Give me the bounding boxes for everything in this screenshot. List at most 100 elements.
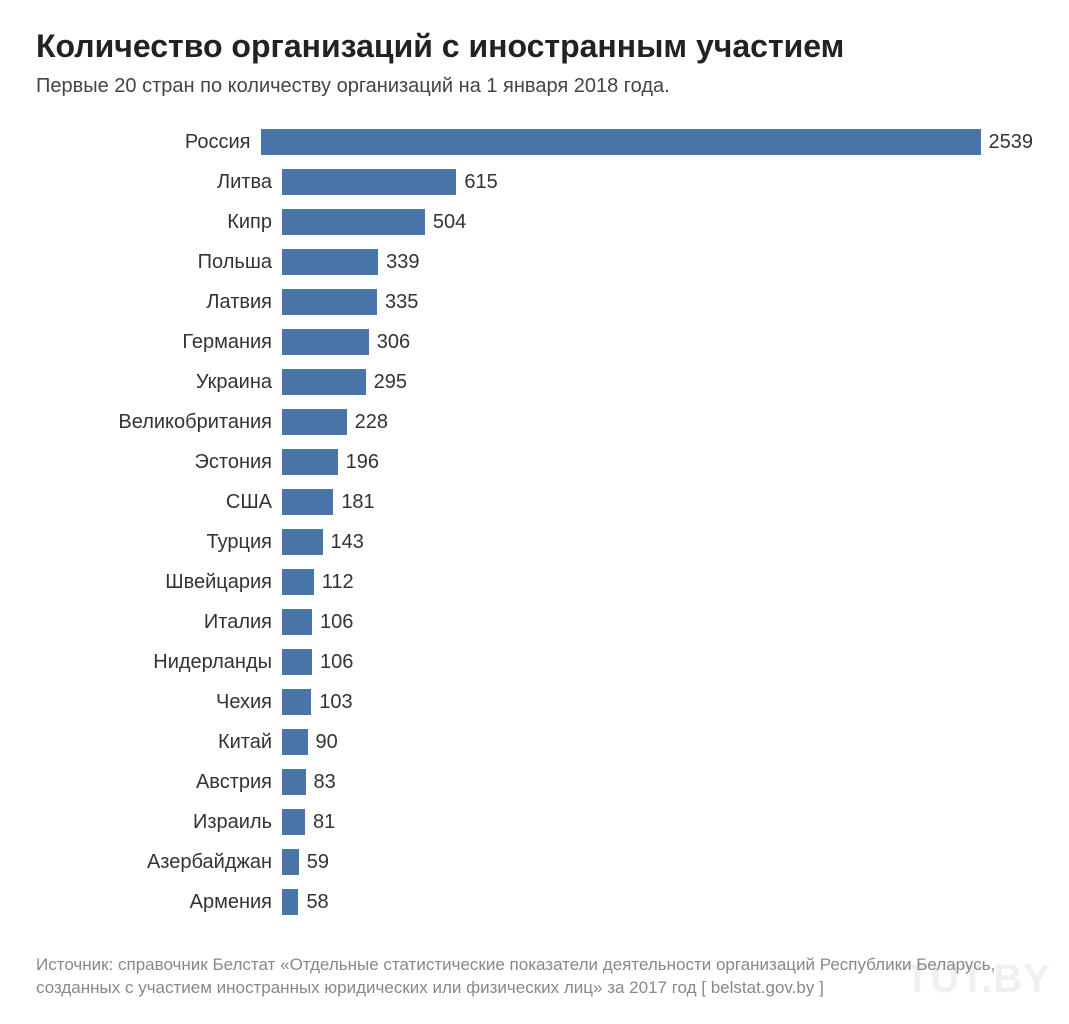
value-label: 615 <box>464 171 497 194</box>
value-label: 504 <box>433 211 466 234</box>
bar-row: Швейцария 112 <box>36 562 1033 602</box>
bar-row: Германия 306 <box>36 322 1033 362</box>
value-label: 59 <box>307 851 329 874</box>
category-label: Эстония <box>36 451 282 474</box>
category-label: Великобритания <box>36 411 282 434</box>
bar-row: Кипр 504 <box>36 202 1033 242</box>
bar-row: Израиль 81 <box>36 802 1033 842</box>
bar-row: Нидерланды 106 <box>36 642 1033 682</box>
value-label: 103 <box>319 691 352 714</box>
bar-chart: Россия 2539 Литва 615 Кипр 504 Польша 339 Латвия… <box>36 122 1033 922</box>
bar-row: Азербайджан 59 <box>36 842 1033 882</box>
source-footer: Источник: справочник Белстат «Отдельные … <box>36 954 1033 1000</box>
value-label: 106 <box>320 651 353 674</box>
category-label: Латвия <box>36 291 282 314</box>
bar-row: Турция143 <box>36 522 1033 562</box>
bar-row: Эстония 196 <box>36 442 1033 482</box>
category-label: Израиль <box>36 811 282 834</box>
value-label: 83 <box>314 771 336 794</box>
value-label: 143 <box>331 531 364 554</box>
value-label: 339 <box>386 251 419 274</box>
value-label: 335 <box>385 291 418 314</box>
bar-area: 339 <box>282 249 1033 275</box>
bar-area: 81 <box>282 809 1033 835</box>
bar <box>282 449 338 475</box>
bar-row: Чехия 103 <box>36 682 1033 722</box>
value-label: 306 <box>377 331 410 354</box>
bar <box>282 329 369 355</box>
bar <box>282 889 298 915</box>
bar-row: Великобритания 228 <box>36 402 1033 442</box>
value-label: 181 <box>341 491 374 514</box>
bar-row: Россия 2539 <box>36 122 1033 162</box>
bar <box>282 169 456 195</box>
bar-area: 504 <box>282 209 1033 235</box>
bar-area: 2539 <box>261 129 1034 155</box>
bar <box>282 289 377 315</box>
category-label: Армения <box>36 891 282 914</box>
bar <box>282 769 306 795</box>
category-label: Германия <box>36 331 282 354</box>
value-label: 81 <box>313 811 335 834</box>
category-label: Польша <box>36 251 282 274</box>
category-label: Италия <box>36 611 282 634</box>
bar-row: Китай 90 <box>36 722 1033 762</box>
bar-area: 228 <box>282 409 1033 435</box>
bar <box>282 849 299 875</box>
value-label: 295 <box>374 371 407 394</box>
category-label: Литва <box>36 171 282 194</box>
bar-row: Украина 295 <box>36 362 1033 402</box>
bar <box>282 249 378 275</box>
bar-row: США 181 <box>36 482 1033 522</box>
category-label: Чехия <box>36 691 282 714</box>
bar-area: 306 <box>282 329 1033 355</box>
bar-area: 106 <box>282 609 1033 635</box>
bar <box>282 529 323 555</box>
value-label: 2539 <box>989 131 1034 154</box>
category-label: Китай <box>36 731 282 754</box>
category-label: Азербайджан <box>36 851 282 874</box>
category-label: Украина <box>36 371 282 394</box>
category-label: США <box>36 491 282 514</box>
bar-row: Италия 106 <box>36 602 1033 642</box>
category-label: Нидерланды <box>36 651 282 674</box>
bar-row: Армения 58 <box>36 882 1033 922</box>
category-label: Кипр <box>36 211 282 234</box>
category-label: Россия <box>36 131 261 154</box>
value-label: 58 <box>306 891 328 914</box>
bar-row: Австрия83 <box>36 762 1033 802</box>
value-label: 112 <box>322 571 354 594</box>
bar <box>282 369 366 395</box>
bar-area: 103 <box>282 689 1033 715</box>
value-label: 228 <box>355 411 388 434</box>
source-label: Источник: <box>36 955 113 974</box>
bar <box>282 609 312 635</box>
source-text: справочник Белстат «Отдельные статистиче… <box>36 955 995 997</box>
bar-area: 112 <box>282 569 1033 595</box>
bar <box>282 209 425 235</box>
bar-area: 196 <box>282 449 1033 475</box>
bar <box>282 409 347 435</box>
bar-area: 90 <box>282 729 1033 755</box>
bar-area: 181 <box>282 489 1033 515</box>
category-label: Швейцария <box>36 571 282 594</box>
bar-area: 143 <box>282 529 1033 555</box>
value-label: 106 <box>320 611 353 634</box>
bar-area: 295 <box>282 369 1033 395</box>
bar-area: 58 <box>282 889 1033 915</box>
bar <box>282 569 314 595</box>
chart-title: Количество организаций с иностранным уча… <box>36 28 1033 65</box>
bar <box>261 129 981 155</box>
bar-area: 83 <box>282 769 1033 795</box>
bar <box>282 649 312 675</box>
bar-area: 59 <box>282 849 1033 875</box>
bar-row: Литва 615 <box>36 162 1033 202</box>
bar <box>282 729 308 755</box>
bar-row: Польша 339 <box>36 242 1033 282</box>
chart-subtitle: Первые 20 стран по количеству организаци… <box>36 75 1033 98</box>
value-label: 90 <box>316 731 338 754</box>
bar <box>282 809 305 835</box>
bar <box>282 489 333 515</box>
value-label: 196 <box>346 451 379 474</box>
bar-area: 335 <box>282 289 1033 315</box>
